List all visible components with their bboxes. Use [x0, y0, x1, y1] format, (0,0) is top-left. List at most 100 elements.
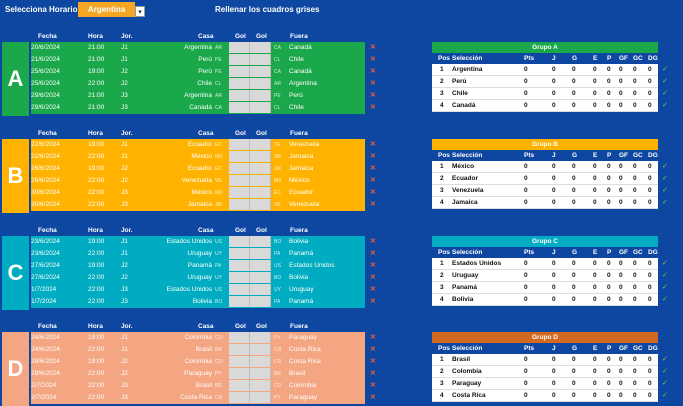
- away-goals-input[interactable]: [250, 368, 271, 379]
- standings-header: Pos Selección Pts J G E P GF GC DG: [432, 343, 658, 354]
- delete-icon[interactable]: ✕: [370, 238, 376, 245]
- away-goals-input[interactable]: [250, 392, 271, 403]
- standings-p: 0: [607, 392, 611, 399]
- home-goals-input[interactable]: [229, 187, 250, 198]
- standings-col-pos: Pos: [438, 249, 450, 256]
- away-goals-input[interactable]: [250, 78, 271, 89]
- away-goals-input[interactable]: [250, 344, 271, 355]
- delete-icon[interactable]: ✕: [370, 201, 376, 208]
- home-goals-input[interactable]: [229, 284, 250, 295]
- match-jor: J3: [121, 104, 128, 111]
- away-goals-input[interactable]: [250, 66, 271, 77]
- match-hora: 22:00: [88, 286, 105, 293]
- delete-icon[interactable]: ✕: [370, 177, 376, 184]
- col-header-jor: Jor.: [121, 130, 133, 137]
- delete-icon[interactable]: ✕: [370, 165, 376, 172]
- delete-icon[interactable]: ✕: [370, 153, 376, 160]
- delete-icon[interactable]: ✕: [370, 68, 376, 75]
- away-goals-input[interactable]: [250, 260, 271, 271]
- delete-icon[interactable]: ✕: [370, 250, 376, 257]
- standings-dg: 0: [648, 78, 652, 85]
- home-goals-input[interactable]: [229, 368, 250, 379]
- delete-icon[interactable]: ✕: [370, 80, 376, 87]
- standings-table: Grupo D Pos Selección Pts J G E P GF GC DG 1 Brasil 0…: [432, 332, 658, 402]
- home-goals-input[interactable]: [229, 380, 250, 391]
- home-goals-input[interactable]: [229, 139, 250, 150]
- home-goals-input[interactable]: [229, 344, 250, 355]
- delete-icon[interactable]: ✕: [370, 104, 376, 111]
- standings-g: 0: [572, 356, 576, 363]
- away-goals-input[interactable]: [250, 380, 271, 391]
- delete-icon[interactable]: ✕: [370, 394, 376, 401]
- standings-dg: 0: [648, 90, 652, 97]
- home-goals-input[interactable]: [229, 163, 250, 174]
- home-goals-input[interactable]: [229, 151, 250, 162]
- away-goals-input[interactable]: [250, 296, 271, 307]
- match-away-team: Jamaica: [289, 153, 314, 160]
- away-goals-input[interactable]: [250, 236, 271, 247]
- match-home-code: CO: [215, 359, 223, 365]
- delete-icon[interactable]: ✕: [370, 370, 376, 377]
- home-goals-input[interactable]: [229, 332, 250, 343]
- away-goals-input[interactable]: [250, 139, 271, 150]
- match-away-team: Costa Rica: [289, 346, 321, 353]
- delete-icon[interactable]: ✕: [370, 298, 376, 305]
- home-goals-input[interactable]: [229, 272, 250, 283]
- away-goals-input[interactable]: [250, 42, 271, 53]
- delete-icon[interactable]: ✕: [370, 141, 376, 148]
- home-goals-input[interactable]: [229, 66, 250, 77]
- home-goals-input[interactable]: [229, 296, 250, 307]
- match-home-team: Costa Rica: [180, 394, 212, 401]
- delete-icon[interactable]: ✕: [370, 274, 376, 281]
- delete-icon[interactable]: ✕: [370, 358, 376, 365]
- standings-col-pts: Pts: [524, 55, 535, 62]
- delete-icon[interactable]: ✕: [370, 189, 376, 196]
- match-jor: J3: [121, 382, 128, 389]
- delete-icon[interactable]: ✕: [370, 44, 376, 51]
- match-jor: J2: [121, 262, 128, 269]
- away-goals-input[interactable]: [250, 272, 271, 283]
- delete-icon[interactable]: ✕: [370, 262, 376, 269]
- away-goals-input[interactable]: [250, 187, 271, 198]
- away-goals-input[interactable]: [250, 54, 271, 65]
- standings-row: 4 Bolivia 0 0 0 0 0 0 0 0: [432, 294, 658, 306]
- schedule-select[interactable]: Argentina: [78, 2, 135, 17]
- standings-dg: 0: [648, 272, 652, 279]
- delete-icon[interactable]: ✕: [370, 334, 376, 341]
- home-goals-input[interactable]: [229, 260, 250, 271]
- delete-icon[interactable]: ✕: [370, 92, 376, 99]
- match-home-code: US: [215, 287, 222, 293]
- away-goals-input[interactable]: [250, 356, 271, 367]
- delete-icon[interactable]: ✕: [370, 382, 376, 389]
- away-goals-input[interactable]: [250, 102, 271, 113]
- delete-icon[interactable]: ✕: [370, 346, 376, 353]
- home-goals-input[interactable]: [229, 175, 250, 186]
- check-icon: ✓: [662, 66, 668, 73]
- away-goals-input[interactable]: [250, 90, 271, 101]
- standings-row: 2 Ecuador 0 0 0 0 0 0 0 0: [432, 173, 658, 185]
- home-goals-input[interactable]: [229, 90, 250, 101]
- home-goals-input[interactable]: [229, 42, 250, 53]
- home-goals-input[interactable]: [229, 248, 250, 259]
- away-goals-input[interactable]: [250, 248, 271, 259]
- home-goals-input[interactable]: [229, 392, 250, 403]
- delete-icon[interactable]: ✕: [370, 286, 376, 293]
- away-goals-input[interactable]: [250, 199, 271, 210]
- home-goals-input[interactable]: [229, 78, 250, 89]
- match-hora: 22:00: [88, 153, 105, 160]
- home-goals-input[interactable]: [229, 54, 250, 65]
- away-goals-input[interactable]: [250, 163, 271, 174]
- home-goals-input[interactable]: [229, 102, 250, 113]
- standings-g: 0: [572, 175, 576, 182]
- match-fecha: 30/6/2024: [31, 201, 60, 208]
- home-goals-input[interactable]: [229, 356, 250, 367]
- match-home-code: PY: [215, 371, 222, 377]
- away-goals-input[interactable]: [250, 284, 271, 295]
- home-goals-input[interactable]: [229, 236, 250, 247]
- delete-icon[interactable]: ✕: [370, 56, 376, 63]
- chevron-down-icon[interactable]: ▾: [135, 6, 145, 17]
- away-goals-input[interactable]: [250, 175, 271, 186]
- away-goals-input[interactable]: [250, 151, 271, 162]
- away-goals-input[interactable]: [250, 332, 271, 343]
- home-goals-input[interactable]: [229, 199, 250, 210]
